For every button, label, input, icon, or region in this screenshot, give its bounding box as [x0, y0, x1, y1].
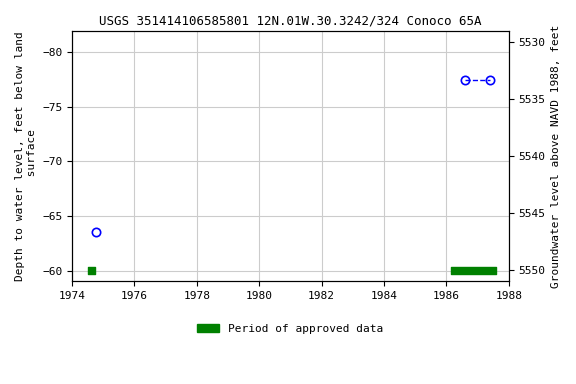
Title: USGS 351414106585801 12N.01W.30.3242/324 Conoco 65A: USGS 351414106585801 12N.01W.30.3242/324… [99, 15, 482, 28]
Y-axis label: Groundwater level above NAVD 1988, feet: Groundwater level above NAVD 1988, feet [551, 24, 561, 288]
Y-axis label: Depth to water level, feet below land
 surface: Depth to water level, feet below land su… [15, 31, 37, 281]
Legend: Period of approved data: Period of approved data [193, 320, 388, 339]
